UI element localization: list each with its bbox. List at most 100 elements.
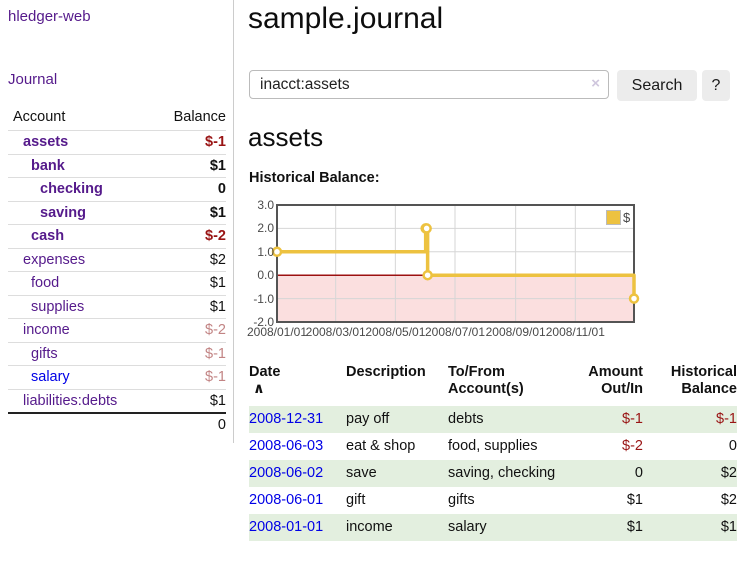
chart-title: Historical Balance:: [249, 170, 380, 186]
transaction-accounts: food, supplies: [448, 438, 538, 454]
accounts-header-account: Account: [8, 105, 156, 131]
account-balance: $-2: [155, 224, 226, 248]
table-row: 2008-06-01 gift gifts $1 $2: [249, 487, 737, 514]
help-button[interactable]: ?: [702, 70, 730, 101]
accounts-table: Account Balance assets $-1 bank $1 check…: [8, 105, 226, 437]
transaction-balance: $-1: [716, 411, 737, 427]
account-link-gifts[interactable]: gifts: [31, 345, 58, 362]
sidebar-item-journal[interactable]: Journal: [8, 71, 58, 88]
transaction-description: eat & shop: [346, 438, 416, 454]
transaction-date-link[interactable]: 2008-12-31: [249, 411, 324, 427]
account-row-assets: assets $-1: [8, 130, 226, 154]
account-row-income: income $-2: [8, 318, 226, 342]
account-row-food: food $1: [8, 271, 226, 295]
account-row-salary: salary $-1: [8, 365, 226, 389]
transaction-accounts: saving, checking: [448, 465, 556, 481]
accounts-total-row: 0: [8, 412, 226, 437]
account-link-assets[interactable]: assets: [23, 134, 69, 150]
account-heading: assets: [248, 122, 324, 152]
clear-search-icon[interactable]: ×: [591, 75, 600, 92]
account-row-supplies: supplies $1: [8, 294, 226, 319]
account-row-bank: bank $1: [8, 153, 226, 178]
register-table: Date ∧ Description To/From Account(s) Amou…: [249, 361, 737, 541]
register-header-accounts: To/From Account(s): [448, 364, 524, 397]
account-link-salary[interactable]: salary: [31, 369, 70, 385]
account-balance: $-1: [155, 341, 226, 366]
legend-label: $: [623, 210, 631, 225]
account-link-income[interactable]: income: [23, 322, 70, 338]
x-tick-label: 2008/09/01: [485, 325, 546, 339]
chart-plot: [271, 204, 640, 323]
account-balance: $-1: [155, 365, 226, 389]
y-tick-label: -1.0: [253, 291, 274, 306]
transaction-description: income: [346, 519, 393, 535]
account-balance: $1: [155, 200, 226, 225]
register-header-date[interactable]: Date ∧: [249, 361, 346, 406]
transaction-accounts: debts: [448, 411, 484, 427]
table-row: 2008-06-02 save saving, checking 0 $2: [249, 460, 737, 487]
register-header-row: Date ∧ Description To/From Account(s) Amou…: [249, 361, 737, 406]
account-balance: $1: [155, 294, 226, 319]
y-tick-label: -2.0: [253, 315, 274, 329]
account-row-checking: checking 0: [8, 177, 226, 201]
x-tick-label: 2008/11/01: [545, 325, 605, 339]
y-tick-label: 2.0: [257, 221, 274, 236]
account-link-supplies[interactable]: supplies: [31, 298, 85, 315]
transaction-accounts: salary: [448, 519, 487, 535]
table-row: 2008-06-03 eat & shop food, supplies $-2…: [249, 433, 737, 460]
transaction-description: save: [346, 465, 377, 481]
account-link-checking[interactable]: checking: [40, 181, 103, 197]
chart-legend: $: [604, 210, 633, 225]
accounts-header-row: Account Balance: [8, 105, 226, 131]
register-header-balance: Historical Balance: [670, 364, 737, 397]
sort-ascending-icon: ∧: [253, 381, 265, 397]
chart-x-axis: 2008/01/01 2008/03/01 2008/05/01 2008/07/01…: [247, 325, 668, 341]
table-row: 2008-01-01 income salary $1 $1: [249, 514, 737, 541]
x-tick-label: 2008/03/01: [305, 325, 366, 339]
transaction-date-link[interactable]: 2008-06-01: [249, 492, 324, 508]
account-link-liabilities-debts[interactable]: liabilities:debts: [23, 392, 118, 409]
account-balance: 0: [155, 177, 226, 201]
account-link-food[interactable]: food: [31, 275, 60, 291]
account-row-liabilities-debts: liabilities:debts $1: [8, 388, 226, 413]
register-header-description: Description: [346, 364, 426, 380]
transaction-amount: 0: [634, 465, 643, 481]
sidebar: hledger-web Journal Account Balance asse…: [0, 0, 234, 443]
register-header-amount: Amount Out/In: [588, 364, 643, 397]
account-balance: $1: [155, 153, 226, 178]
account-balance: $2: [155, 247, 226, 272]
transaction-amount: $1: [626, 519, 643, 535]
search-input[interactable]: [249, 70, 609, 99]
transaction-amount: $1: [626, 492, 643, 508]
search-button[interactable]: Search: [617, 70, 697, 101]
search-form: × Search ?: [248, 70, 742, 101]
account-link-saving[interactable]: saving: [40, 204, 86, 221]
transaction-description: gift: [346, 492, 366, 508]
account-balance: $-1: [155, 130, 226, 154]
transaction-balance: $2: [720, 492, 737, 508]
y-tick-label: 3.0: [257, 198, 274, 212]
chart-y-axis: 3.0 2.0 1.0 0.0 -1.0 -2.0: [248, 198, 274, 329]
account-row-cash: cash $-2: [8, 224, 226, 248]
transaction-amount: $-1: [622, 411, 643, 427]
account-link-cash[interactable]: cash: [31, 228, 65, 244]
account-balance: $1: [155, 388, 226, 413]
transaction-amount: $-2: [622, 438, 643, 454]
account-link-bank[interactable]: bank: [31, 157, 65, 174]
transaction-date-link[interactable]: 2008-06-02: [249, 465, 324, 481]
historical-balance-chart: 3.0 2.0 1.0 0.0 -1.0 -2.0 2008/01/01 2008/03/0…: [247, 198, 668, 349]
y-tick-label: 0.0: [257, 268, 274, 283]
transaction-date-link[interactable]: 2008-01-01: [249, 519, 324, 535]
page-title: sample.journal: [248, 2, 444, 35]
search-input-wrap: ×: [249, 70, 609, 99]
transaction-description: pay off: [346, 411, 390, 427]
legend-swatch-icon: [606, 210, 621, 225]
accounts-total-value: 0: [155, 412, 226, 437]
account-link-expenses[interactable]: expenses: [23, 251, 86, 268]
account-balance: $-2: [155, 318, 226, 342]
transaction-date-link[interactable]: 2008-06-03: [249, 438, 324, 454]
app-brand-link[interactable]: hledger-web: [8, 8, 91, 25]
account-row-saving: saving $1: [8, 200, 226, 225]
transaction-accounts: gifts: [448, 492, 475, 508]
table-row: 2008-12-31 pay off debts $-1 $-1: [249, 406, 737, 433]
